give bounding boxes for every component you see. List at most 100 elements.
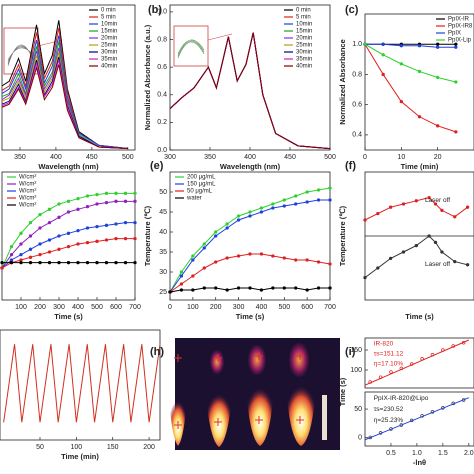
data-point bbox=[179, 288, 184, 292]
data-point bbox=[363, 218, 367, 222]
x-tick-label: 200 bbox=[210, 304, 222, 311]
data-point bbox=[0, 261, 4, 265]
x-tick-label: 150 bbox=[107, 444, 119, 451]
data-point bbox=[294, 258, 298, 262]
y-tick-label: 100 bbox=[350, 367, 362, 374]
plot: 50 100 150 200 Time (min) bbox=[0, 329, 161, 461]
data-point bbox=[376, 211, 380, 216]
series-line bbox=[169, 199, 330, 293]
data-point bbox=[282, 256, 286, 260]
data-point bbox=[168, 290, 172, 294]
data-point bbox=[440, 250, 444, 254]
x-tick-label: 0 bbox=[168, 304, 172, 311]
data-point bbox=[85, 194, 90, 198]
data-point bbox=[214, 286, 218, 290]
data-point bbox=[114, 199, 118, 203]
y-tick-label: 150 bbox=[350, 347, 362, 354]
data-point bbox=[38, 213, 42, 217]
data-point bbox=[417, 44, 422, 48]
y-tick-label: 0 bbox=[358, 434, 362, 441]
data-point bbox=[19, 231, 23, 235]
data-point bbox=[19, 253, 23, 257]
data-point bbox=[271, 286, 275, 290]
legend-label: 25min bbox=[101, 43, 117, 49]
legend-label: W/cm² bbox=[19, 182, 36, 188]
data-point bbox=[85, 226, 90, 230]
inset-connector bbox=[207, 33, 233, 41]
data-point bbox=[95, 193, 99, 197]
data-point bbox=[388, 256, 393, 261]
panel-label: (e) bbox=[150, 160, 164, 172]
annotation: η=25.23% bbox=[374, 417, 404, 424]
color-scale bbox=[322, 395, 327, 440]
data-point bbox=[104, 261, 109, 265]
plot-frame bbox=[364, 13, 474, 151]
data-point bbox=[225, 256, 229, 260]
data-point bbox=[28, 255, 33, 259]
data-point bbox=[401, 250, 406, 254]
data-point bbox=[316, 198, 321, 202]
series-line bbox=[1, 20, 128, 149]
data-point bbox=[191, 274, 195, 278]
legend-label: 15min bbox=[101, 29, 117, 35]
x-tick-label: 600 bbox=[110, 304, 122, 311]
x-tick-label: 300 bbox=[233, 304, 245, 311]
legend-label: 30min bbox=[296, 50, 312, 56]
x-tick-label: 0 bbox=[363, 154, 367, 161]
data-point bbox=[305, 288, 309, 292]
data-point bbox=[191, 258, 195, 262]
data-point bbox=[440, 208, 444, 213]
y-axis-label: Normalized Absorbance bbox=[338, 39, 347, 125]
x-tick-label: 300 bbox=[53, 304, 65, 311]
data-point bbox=[316, 260, 321, 264]
data-point bbox=[381, 72, 385, 77]
data-point bbox=[454, 80, 458, 84]
x-axis-label: -lnθ bbox=[413, 458, 426, 467]
legend-label: 30min bbox=[101, 50, 117, 56]
data-point bbox=[453, 259, 457, 264]
y-tick-label: 0.0 bbox=[157, 147, 167, 154]
panel-label: (i) bbox=[345, 346, 356, 358]
data-point bbox=[57, 234, 61, 238]
data-point bbox=[454, 130, 458, 134]
y-tick-label: 0.8 bbox=[157, 36, 167, 43]
legend-label: 25min bbox=[296, 43, 312, 49]
data-point bbox=[123, 237, 128, 241]
data-point bbox=[38, 242, 42, 246]
x-tick-label: 700 bbox=[324, 304, 336, 311]
data-point bbox=[433, 240, 438, 245]
y-tick-label: 30 bbox=[159, 269, 167, 276]
data-point bbox=[316, 188, 321, 192]
data-point bbox=[76, 261, 80, 265]
plot: Time (s) Temperature (℃) Laser off Laser of… bbox=[338, 171, 474, 321]
legend-label: PpIX bbox=[448, 31, 461, 37]
data-point bbox=[399, 99, 403, 104]
data-point bbox=[114, 261, 118, 265]
data-point bbox=[76, 242, 80, 246]
data-point bbox=[465, 205, 470, 209]
x-tick-label: 200 bbox=[34, 304, 46, 311]
annotation: Laser off bbox=[425, 261, 450, 268]
x-axis-label: Time (min) bbox=[401, 162, 439, 171]
data-point bbox=[399, 44, 403, 48]
data-point bbox=[248, 252, 252, 256]
legend-label: 0 min bbox=[101, 8, 116, 14]
data-point bbox=[133, 261, 137, 265]
y-tick-label: 0.6 bbox=[157, 64, 167, 71]
data-point bbox=[47, 221, 52, 225]
data-point bbox=[76, 197, 80, 201]
data-point bbox=[316, 286, 321, 290]
inset-box bbox=[173, 25, 209, 67]
data-point bbox=[236, 254, 241, 258]
annotation: Laser off bbox=[425, 197, 450, 204]
y-tick-label: 0.6 bbox=[352, 102, 362, 109]
x-tick-label: 2.0 bbox=[464, 450, 474, 457]
series-line bbox=[1, 64, 128, 149]
plot-frame bbox=[364, 391, 474, 447]
legend-label: 20min bbox=[101, 36, 117, 42]
x-tick-label: 50 bbox=[36, 444, 44, 451]
y-tick-label: 45 bbox=[159, 209, 167, 216]
data-point bbox=[57, 247, 61, 251]
